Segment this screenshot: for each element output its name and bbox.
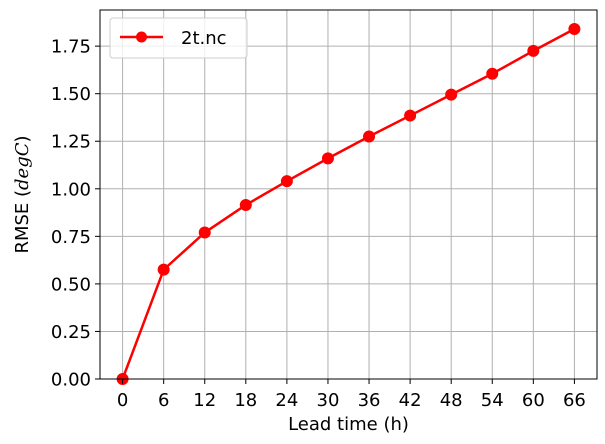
data-point [239,198,252,211]
x-tick-label: 60 [522,390,545,411]
x-tick-label: 54 [481,390,504,411]
x-tick-label: 12 [193,390,216,411]
x-axis-label: Lead time (h) [288,414,409,435]
y-tick-label: 1.25 [51,132,91,153]
data-point [363,130,376,143]
grid-lines [100,10,597,380]
data-point [404,109,417,122]
x-tick-label: 0 [117,390,128,411]
data-point [486,67,499,80]
y-tick-labels: 0.00 0.25 0.50 0.75 1.00 1.25 1.50 1.75 [51,37,91,391]
x-tick-labels: 0 6 12 18 24 30 36 42 48 54 60 66 [117,390,586,411]
x-tick-label: 48 [440,390,463,411]
x-tick-label: 24 [275,390,298,411]
y-tick-label: 1.50 [51,84,91,105]
data-point [568,23,581,36]
legend-box [109,17,248,59]
x-tick-label: 36 [358,390,381,411]
x-tick-label: 42 [399,390,422,411]
y-tick-label: 0.50 [51,274,91,295]
y-axis-label-close: ) [12,135,33,142]
data-point [198,226,211,239]
x-tick-label: 6 [158,390,169,411]
data-point [527,44,540,57]
x-tick-label: 66 [563,390,586,411]
data-point [157,263,170,276]
series-layer [116,23,581,385]
plot-frame [99,9,598,380]
y-tick-label: 1.00 [51,179,91,200]
data-point [445,88,458,101]
data-point [280,175,293,188]
legend: 2t.nc [109,17,248,59]
y-axis-label-unit: degC [12,142,33,190]
x-tick-label: 18 [234,390,257,411]
y-tick-label: 0.00 [51,370,91,391]
y-tick-label: 0.25 [51,322,91,343]
y-tick-label: 0.75 [51,227,91,248]
legend-marker-swatch [136,31,147,43]
y-axis-label-main: RMSE ( [12,190,33,254]
y-axis-label: RMSE (degC) [12,135,33,253]
data-point [321,152,334,165]
legend-label: 2t.nc [181,28,227,49]
tick-marks [95,45,575,384]
x-tick-label: 30 [317,390,340,411]
y-tick-label: 1.75 [51,37,91,58]
series-line [121,27,576,381]
